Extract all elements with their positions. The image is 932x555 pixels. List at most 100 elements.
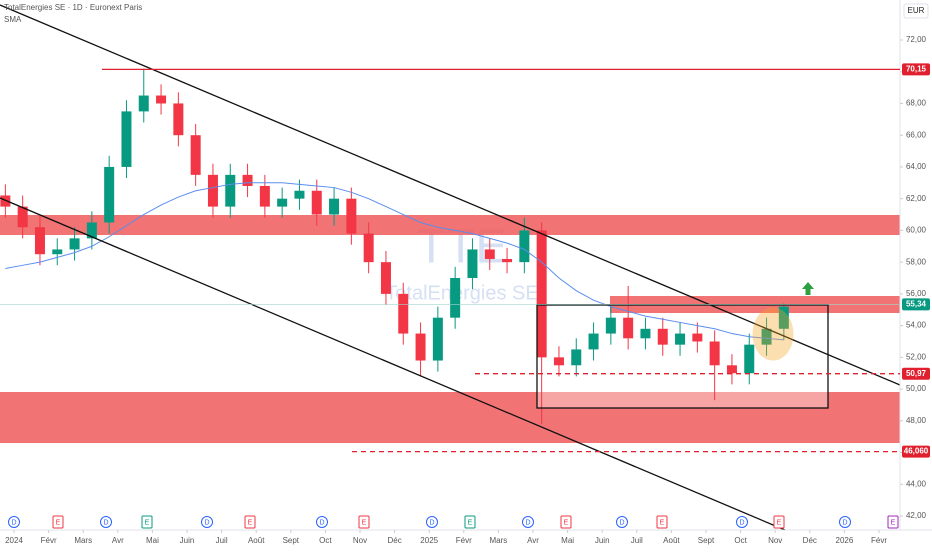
event-label[interactable]: D <box>739 519 744 526</box>
candle-body <box>190 135 201 175</box>
event-label[interactable]: E <box>248 519 253 526</box>
price-tag <box>902 445 930 458</box>
candle-body <box>294 190 305 199</box>
candle-body <box>415 333 426 361</box>
currency-box[interactable] <box>903 3 929 19</box>
x-tick-label: Avr <box>112 536 124 545</box>
event-icon <box>522 516 534 528</box>
y-tick-label: 44,00 <box>906 479 927 488</box>
x-tick-label: Oct <box>319 536 332 545</box>
support-zone <box>0 392 900 443</box>
x-tick-label: Oct <box>734 536 747 545</box>
plot <box>0 68 789 424</box>
event-icon <box>141 515 153 529</box>
price-tag <box>902 367 930 380</box>
indicator-label: SMA <box>4 15 22 24</box>
candle-body <box>121 111 132 167</box>
price-tag <box>902 298 930 311</box>
x-tick-label: Déc <box>803 536 817 545</box>
candle-body <box>363 233 374 263</box>
event-icon <box>426 516 438 528</box>
event-icon <box>8 516 20 528</box>
x-tick-label: 2026 <box>836 536 854 545</box>
x-tick-label: Mai <box>561 536 574 545</box>
candle-body <box>657 328 668 345</box>
x-tick-label: Févr <box>41 536 57 545</box>
event-label[interactable]: D <box>103 519 108 526</box>
x-tick-label: Avr <box>527 536 539 545</box>
candle-body <box>571 349 582 366</box>
event-icon <box>839 516 851 528</box>
x-tick-label: Juil <box>631 536 643 545</box>
y-tick-label: 64,00 <box>906 162 927 171</box>
y-tick-label: 68,00 <box>906 99 927 108</box>
candle-body <box>692 333 703 342</box>
event-label[interactable]: E <box>891 519 896 526</box>
x-tick-label: Févr <box>871 536 887 545</box>
y-tick-label: 62,00 <box>906 194 927 203</box>
candle-body <box>467 249 478 279</box>
x-tick-label: Juin <box>180 536 195 545</box>
x-tick-label: 2025 <box>420 536 438 545</box>
event-label[interactable]: E <box>468 519 473 526</box>
up-arrow <box>802 282 814 295</box>
candle-body <box>138 95 149 112</box>
x-tick-label: Mars <box>490 536 508 545</box>
event-icon <box>358 515 370 529</box>
event-icon <box>887 515 899 529</box>
x-tick-label: Mars <box>74 536 92 545</box>
y-tick-label: 58,00 <box>906 257 927 266</box>
x-tick-label: Mai <box>146 536 159 545</box>
event-label[interactable]: E <box>777 519 782 526</box>
price-tag-label: 70,15 <box>906 64 927 73</box>
x-tick-label: 2024 <box>5 536 23 545</box>
y-tick-label: 50,00 <box>906 384 927 393</box>
event-label[interactable]: E <box>660 519 665 526</box>
price-tag-label: 50,97 <box>906 369 927 378</box>
price-tag-label: 55,34 <box>906 299 927 308</box>
y-tick-label: 42,00 <box>906 511 927 520</box>
event-icon <box>736 516 748 528</box>
event-label[interactable]: D <box>525 519 530 526</box>
event-label[interactable]: D <box>619 519 624 526</box>
candle-body <box>0 195 11 207</box>
candle-body <box>744 344 755 374</box>
x-tick-label: Nov <box>768 536 782 545</box>
event-icon <box>100 516 112 528</box>
y-tick-label: 48,00 <box>906 416 927 425</box>
event-label[interactable]: E <box>362 519 367 526</box>
candle-body <box>726 365 737 374</box>
event-label[interactable]: E <box>564 519 569 526</box>
event-label[interactable]: E <box>145 519 150 526</box>
price-tag-label: 46,060 <box>904 447 929 456</box>
candle-body <box>675 333 686 345</box>
event-label[interactable]: D <box>842 519 847 526</box>
event-label[interactable]: D <box>204 519 209 526</box>
candle-body <box>640 328 651 339</box>
candle-body <box>329 198 340 215</box>
chart-title: TotalEnergies SE · 1D · Euronext Paris <box>4 3 142 12</box>
y-tick-label: 52,00 <box>906 352 927 361</box>
candle-body <box>450 278 461 318</box>
candle-body <box>553 357 564 366</box>
event-icon <box>616 516 628 528</box>
candle-body <box>398 293 409 334</box>
event-label[interactable]: D <box>11 519 16 526</box>
event-icon <box>773 515 785 529</box>
currency[interactable]: EUR <box>908 6 925 15</box>
candle-body <box>17 206 28 228</box>
event-label[interactable]: D <box>429 519 434 526</box>
watermark-subtitle: TotalEnergies SE <box>385 282 538 304</box>
event-label[interactable]: D <box>319 519 324 526</box>
event-label[interactable]: E <box>56 519 61 526</box>
x-tick-label: Sept <box>283 536 300 545</box>
candle-body <box>380 262 391 294</box>
sma-line <box>5 182 784 341</box>
candle-body <box>311 190 322 215</box>
candle-body <box>502 258 513 263</box>
candle-body <box>346 198 357 234</box>
highlight-circle <box>752 307 794 361</box>
y-tick-label: 54,00 <box>906 321 927 330</box>
